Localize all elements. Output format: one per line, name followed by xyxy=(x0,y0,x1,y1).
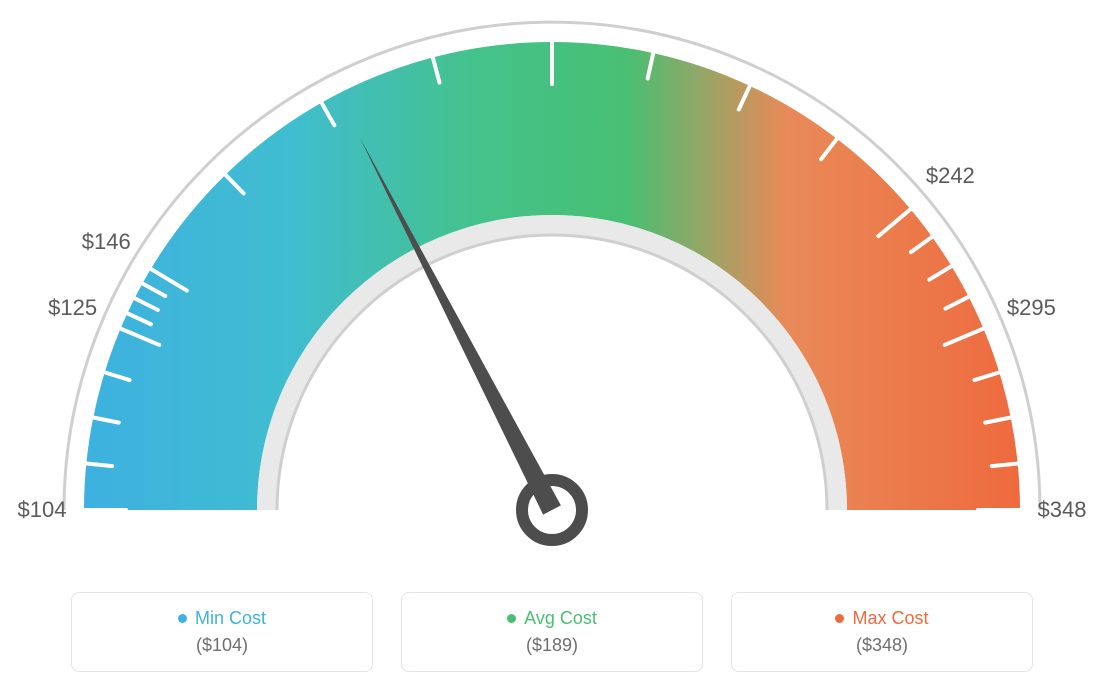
max-cost-card: Max Cost ($348) xyxy=(731,592,1033,672)
min-dot-icon xyxy=(178,614,187,623)
avg-cost-value: ($189) xyxy=(526,635,578,656)
avg-cost-label: Avg Cost xyxy=(524,608,597,629)
avg-cost-card: Avg Cost ($189) xyxy=(401,592,703,672)
scale-label: $146 xyxy=(82,229,131,255)
scale-label: $125 xyxy=(48,295,97,321)
gauge-area: $104 $125 $146 $189 $242 $295 $348 xyxy=(0,0,1104,580)
min-cost-value: ($104) xyxy=(196,635,248,656)
min-cost-label: Min Cost xyxy=(195,608,266,629)
legend-cards: Min Cost ($104) Avg Cost ($189) Max Cost… xyxy=(0,592,1104,672)
min-cost-label-row: Min Cost xyxy=(178,608,266,629)
chart-container: $104 $125 $146 $189 $242 $295 $348 Min Cost ($… xyxy=(0,0,1104,690)
scale-label: $189 xyxy=(528,0,577,3)
max-cost-label-row: Max Cost xyxy=(835,608,928,629)
max-dot-icon xyxy=(835,614,844,623)
scale-label: $348 xyxy=(1038,497,1087,523)
min-cost-card: Min Cost ($104) xyxy=(71,592,373,672)
scale-label: $104 xyxy=(18,497,67,523)
gauge-svg xyxy=(0,0,1104,580)
max-cost-label: Max Cost xyxy=(852,608,928,629)
max-cost-value: ($348) xyxy=(856,635,908,656)
scale-label: $242 xyxy=(926,163,975,189)
avg-cost-label-row: Avg Cost xyxy=(507,608,597,629)
scale-label: $295 xyxy=(1007,295,1056,321)
avg-dot-icon xyxy=(507,614,516,623)
